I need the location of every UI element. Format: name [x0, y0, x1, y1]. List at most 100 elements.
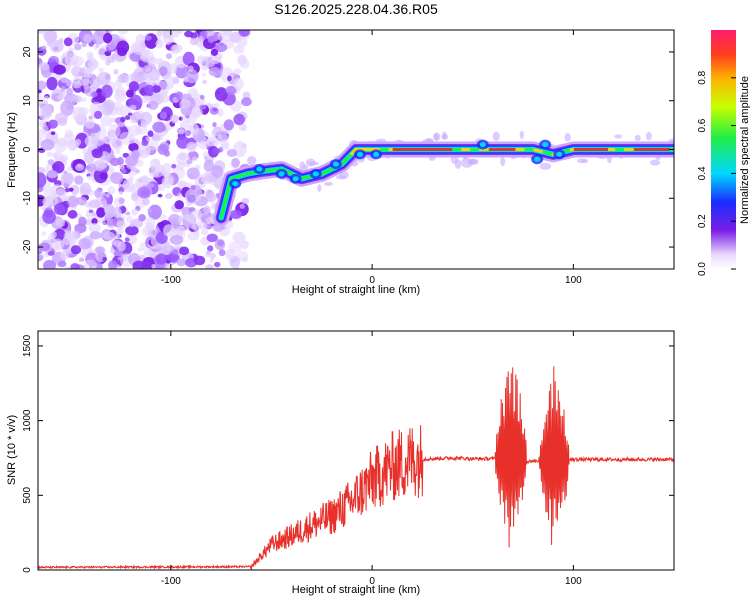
ridge-core-cell [501, 148, 505, 151]
colorbar-label: Normalized spectral amplitude [739, 76, 750, 224]
noise-speckle [88, 209, 94, 213]
colorbar-tick-label: 0.6 [697, 118, 708, 132]
noise-speckle [118, 197, 125, 205]
ridge-core-cell [521, 148, 525, 151]
noise-speckle [98, 48, 106, 56]
noise-speckle [126, 215, 133, 224]
noise-speckle [131, 149, 141, 160]
noise-speckle [41, 45, 47, 50]
noise-speckle [53, 64, 66, 75]
ridge-core-cell [408, 148, 412, 151]
noise-speckle [203, 171, 210, 178]
noise-speckle [38, 166, 46, 174]
noise-speckle [236, 37, 248, 48]
noise-speckle [174, 200, 185, 210]
ridge-core-cell [436, 148, 441, 151]
spectrogram-ytick-label: 0 [22, 146, 33, 152]
noise-speckle [135, 33, 146, 44]
noise-speckle [204, 59, 216, 68]
ridge-halo-speckle [492, 131, 500, 142]
noise-speckle [91, 74, 97, 80]
noise-speckle [142, 149, 150, 155]
ridge-core-cell [495, 148, 499, 151]
noise-speckle [88, 199, 101, 209]
noise-speckle [151, 162, 164, 178]
noise-speckle [85, 163, 97, 172]
spectrogram-noise-speckles [38, 30, 674, 269]
ridge-core-cell [644, 148, 648, 151]
ridge-blob-core [556, 151, 563, 157]
spectrogram-xtick-label: 0 [369, 275, 375, 286]
ridge-core-cell [551, 152, 555, 156]
ridge-core-cell [410, 148, 414, 151]
ridge-core-cell [432, 148, 437, 151]
noise-speckle [44, 201, 49, 205]
noise-speckle [233, 45, 245, 54]
noise-speckle [124, 115, 131, 120]
noise-speckle [103, 208, 108, 213]
noise-speckle [161, 176, 174, 189]
noise-speckle [40, 138, 55, 151]
ridge-core-cell [461, 148, 465, 151]
noise-speckle [206, 136, 220, 148]
noise-speckle [101, 84, 113, 98]
ridge-core-cell [398, 148, 402, 151]
ridge-core-cell [579, 148, 584, 151]
noise-speckle [110, 172, 124, 184]
snr-xlabel: Height of straight line (km) [292, 584, 420, 596]
noise-speckle [192, 107, 203, 118]
noise-speckle [70, 184, 80, 195]
noise-speckle [232, 231, 246, 244]
noise-speckle [206, 233, 218, 243]
ridge-core-cell [422, 148, 427, 151]
ridge-core-cell [515, 148, 519, 151]
noise-speckle [99, 172, 108, 180]
noise-speckle [212, 107, 218, 112]
ridge-core-cell [418, 148, 423, 151]
noise-speckle [117, 47, 128, 57]
noise-speckle [60, 173, 73, 188]
noise-speckle [211, 147, 221, 155]
noise-speckle [132, 260, 146, 269]
colorbar-tick-label: 0.0 [697, 262, 708, 276]
noise-speckle [113, 68, 119, 75]
noise-speckle [162, 33, 173, 45]
ridge-core-cell [577, 148, 582, 151]
ridge-band-1 [215, 144, 674, 224]
noise-speckle [38, 172, 47, 188]
ridge-halo-speckle [577, 158, 586, 164]
noise-speckle [117, 122, 126, 128]
ridge-core-cell [652, 148, 656, 151]
ridge-core-cell [442, 148, 447, 151]
noise-speckle [38, 80, 47, 91]
noise-speckle [81, 78, 91, 86]
noise-speckle [207, 35, 215, 44]
noise-speckle [38, 242, 51, 252]
noise-speckle [89, 231, 102, 240]
noise-speckle [116, 227, 124, 234]
snr-ytick-label: 1000 [22, 409, 33, 432]
noise-speckle [57, 260, 67, 268]
ridge-core-cell [503, 148, 507, 151]
ridge-halo-speckle [299, 161, 306, 171]
noise-speckle [81, 42, 87, 48]
noise-speckle [80, 97, 87, 103]
ridge-core-cell [511, 148, 515, 151]
noise-speckle [156, 80, 170, 97]
noise-speckle [157, 183, 166, 191]
noise-speckle [94, 189, 102, 198]
noise-speckle [39, 120, 47, 128]
ridge-core-cell [368, 148, 372, 151]
noise-speckle [84, 67, 94, 74]
noise-speckle [178, 180, 187, 188]
noise-speckle [131, 192, 139, 202]
noise-speckle [186, 167, 200, 180]
noise-speckle [147, 246, 159, 258]
ridge-core-cell [370, 148, 374, 151]
noise-speckle [134, 168, 139, 174]
noise-speckle [61, 51, 75, 67]
ridge-core-cell [575, 148, 579, 151]
noise-speckle [211, 165, 224, 178]
